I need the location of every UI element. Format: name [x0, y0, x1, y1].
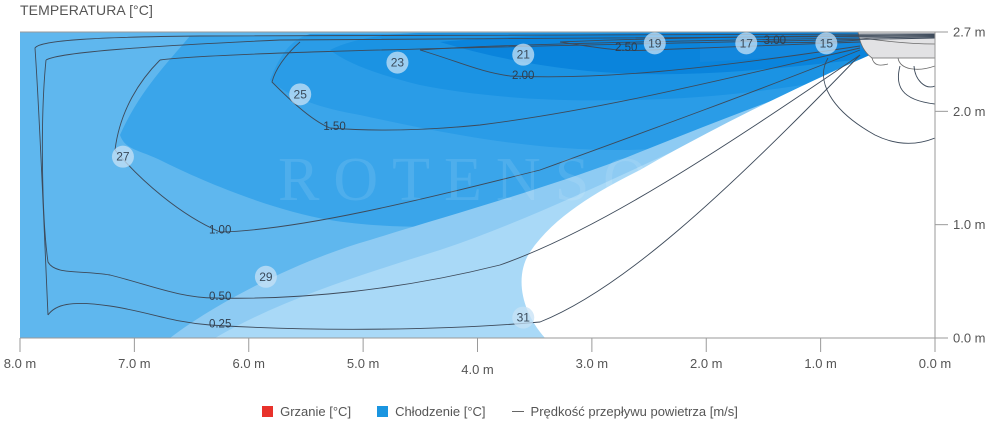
y-tick-label: 2.7 m [953, 25, 986, 40]
contour-0.50 [41, 35, 935, 299]
y-tick-label: 1.0 m [953, 217, 986, 232]
temperature-badge [289, 83, 312, 106]
x-tick-label: 3.0 m [576, 356, 609, 371]
temperature-badge [386, 51, 409, 74]
x-tick-label: 0.0 m [919, 356, 952, 371]
contour-label: 0.25 [209, 318, 231, 330]
contour-label: 0.50 [209, 291, 231, 303]
x-tick-label: 2.0 m [690, 356, 723, 371]
contour-2.00 [419, 36, 935, 78]
x-tick-label: 7.0 m [118, 356, 151, 371]
temperature-badge-label: 25 [294, 87, 308, 101]
contour-0.25 [34, 33, 935, 330]
x-tick-label: 1.0 m [804, 356, 837, 371]
contour-label: 1.50 [323, 121, 345, 133]
temperature-badge [643, 32, 666, 55]
legend-item-heating[interactable]: Grzanie [°C] [262, 404, 351, 419]
x-axis-ticks: 8.0 m 7.0 m 6.0 m 5.0 m 4.0 m 3.0 m 2.0 m 1.0 m… [4, 338, 952, 377]
x-tick-label: 8.0 m [4, 356, 37, 371]
legend-label-airflow: Prędkość przepływu powietrza [m/s] [530, 404, 738, 419]
y-tick-label: 2.0 m [953, 104, 986, 119]
airflow-line-swatch [511, 411, 524, 412]
temperature-badge-label: 31 [517, 311, 531, 325]
temperature-field: ROTENSO [20, 32, 935, 338]
contour-label: 1.00 [209, 224, 231, 236]
heating-swatch [262, 406, 274, 417]
unit-vent [871, 57, 935, 70]
temperature-badge-label: 17 [740, 36, 754, 50]
x-tick-label: 6.0 m [232, 356, 265, 371]
watermark: ROTENSO [278, 146, 662, 214]
y-axis-ticks: 0.0 m 1.0 m 2.0 m 2.7 m [935, 25, 986, 346]
temperature-badge-label: 21 [517, 48, 531, 62]
unconditioned-region [521, 45, 935, 338]
temperature-badge-label: 23 [391, 56, 405, 70]
contour-2.50 [559, 34, 935, 51]
temperature-badge [254, 265, 277, 288]
x-tick-label: 5.0 m [347, 356, 380, 371]
y-tick-label: 0.0 m [953, 331, 986, 346]
chart-title: TEMPERATURA [°C] [20, 2, 153, 18]
contour-chart: ROTENSO 8.0 m 7.0 m 6.0 m 5.0 m 4.0 m 3.0 m 2.… [4, 25, 986, 378]
temperature-badges: 15 17 19 21 23 25 27 29 31 [111, 32, 838, 329]
velocity-contour-labels: 3.00 2.50 2.00 1.50 1.00 0.50 0.25 [209, 35, 786, 330]
temperature-badge [815, 32, 838, 55]
contour-label: 3.00 [764, 35, 786, 47]
x-tick-label: 4.0 m [461, 362, 494, 377]
legend-label-heating: Grzanie [°C] [280, 404, 352, 419]
temperature-badge-label: 29 [259, 270, 273, 284]
velocity-contours [34, 33, 935, 330]
legend: Grzanie [°C] Chłodzenie [°C] Prędkość pr… [0, 404, 1000, 419]
temperature-badge-label: 27 [116, 150, 130, 164]
cooling-swatch [377, 406, 389, 417]
contour-1.00 [114, 37, 935, 233]
temperature-badge [735, 32, 758, 55]
contour-unit-eddy [823, 57, 935, 144]
temperature-badge-label: 15 [820, 36, 834, 50]
legend-item-airflow[interactable]: Prędkość przepływu powietrza [m/s] [511, 404, 738, 419]
temperature-badge-label: 19 [648, 36, 662, 50]
contour-1.50 [271, 41, 861, 131]
contour-label: 2.00 [512, 70, 534, 82]
contour-label: 2.50 [615, 42, 637, 54]
temperature-badge [512, 43, 535, 66]
temperature-badge [512, 306, 535, 329]
legend-item-cooling[interactable]: Chłodzenie [°C] [377, 404, 486, 419]
temperature-badge [111, 145, 134, 168]
legend-label-cooling: Chłodzenie [°C] [395, 404, 486, 419]
